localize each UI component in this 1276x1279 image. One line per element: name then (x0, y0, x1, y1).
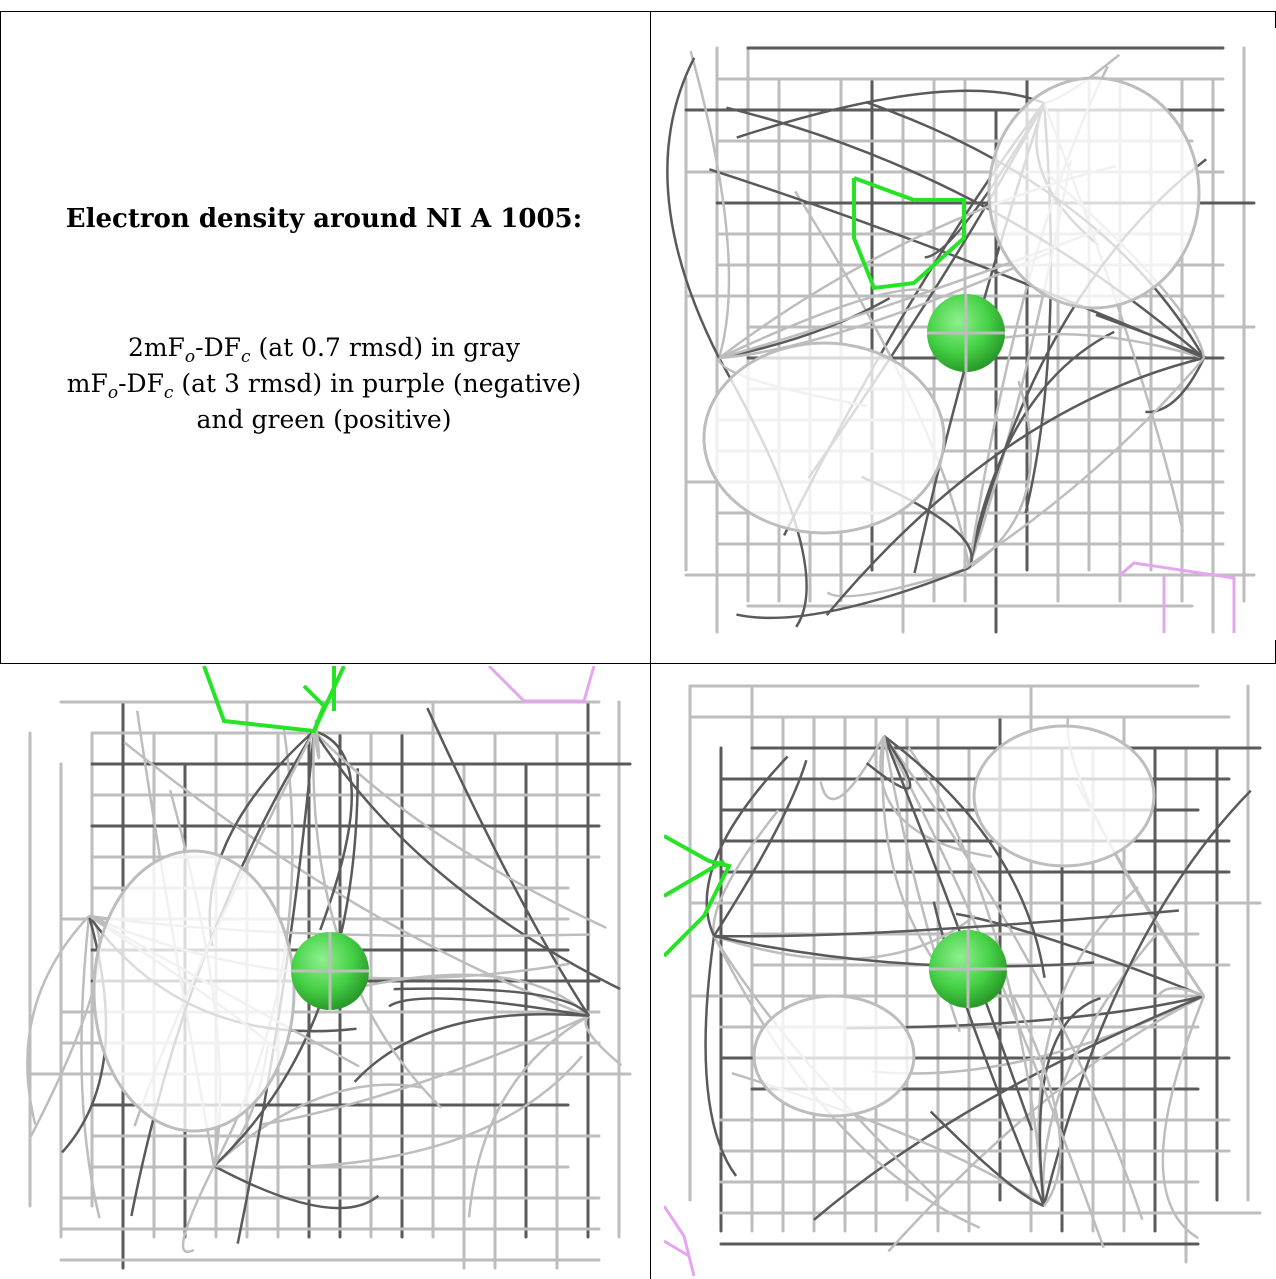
caption-line-colors: and green (positive) (196, 405, 452, 434)
contour-strand (712, 809, 780, 937)
table-center-border (650, 11, 651, 1279)
contour-strand (353, 1013, 590, 1083)
negative-difference-density (664, 1205, 696, 1276)
contour-strand (29, 915, 101, 1137)
contour-strand (709, 168, 1205, 360)
contour-strand (666, 57, 721, 359)
contour-strand (1038, 997, 1101, 1207)
contour-strand (1042, 789, 1252, 1207)
contour-strand (712, 935, 981, 1229)
contour-strand (213, 1083, 423, 1167)
contour-strand (1095, 313, 1207, 360)
negative-difference-density (1118, 561, 1236, 633)
caption-description: 2mFo-DFc (at 0.7 rmsd) in gray mFo-DFc (… (14, 330, 634, 438)
contour-strand (726, 106, 1205, 359)
contour-strand (689, 50, 731, 359)
contour-strand (393, 987, 591, 1017)
contour-strand (967, 330, 1115, 569)
contour-strand (955, 912, 1205, 998)
density-mesh-bottom-left (26, 666, 632, 1270)
density-mesh-bottom-right (664, 684, 1262, 1276)
caption-line-fofc: mFo-DFc (at 3 rmsd) in purple (negative) (66, 369, 582, 403)
contour-strand (718, 288, 932, 360)
contour-strand (907, 746, 1046, 1207)
caption-title: Electron density around NI A 1005: (65, 204, 583, 234)
positive-difference-density (202, 666, 346, 734)
contour-strand (825, 356, 1205, 616)
density-void (987, 76, 1201, 310)
contour-strand (718, 297, 891, 360)
contour-strand (312, 730, 621, 991)
contour-strand (1161, 995, 1206, 1240)
contour-strand (1145, 357, 1206, 414)
contour-strand (962, 357, 1205, 570)
density-void (702, 341, 946, 535)
density-void (752, 994, 916, 1118)
contour-strand (467, 1014, 590, 1218)
table-left-border (0, 11, 1, 663)
mesh-grid (666, 46, 1256, 634)
contour-strand (213, 1164, 380, 1210)
negative-difference-density (664, 1239, 690, 1258)
contour-strand (819, 735, 886, 801)
contour-strand (704, 935, 738, 1177)
contour-strand (970, 332, 1205, 360)
contour-strand (312, 719, 321, 760)
contour-strand (826, 566, 970, 598)
contour-strand (1155, 987, 1205, 999)
contour-strand (181, 1165, 216, 1253)
contour-strand (313, 730, 607, 930)
contour-strand (705, 755, 789, 937)
contour-strand (882, 735, 1034, 1131)
positive-difference-density (664, 859, 726, 898)
positive-difference-density (302, 684, 327, 732)
contour-strand (932, 901, 1046, 1207)
contour-strand (929, 1110, 1045, 1208)
caption-line-2fofc: 2mFo-DFc (at 0.7 rmsd) in gray (127, 333, 521, 367)
contour-strand (123, 741, 590, 1018)
contour-strand (388, 997, 590, 1018)
contour-strand (736, 89, 1045, 139)
contour-strand (80, 915, 101, 1219)
density-void (92, 849, 296, 1133)
contour-strand (584, 1015, 623, 1067)
contour-strand (213, 1055, 583, 1169)
density-void (972, 724, 1156, 868)
contour-strand (718, 251, 1050, 360)
contour-strand (713, 914, 976, 961)
negative-difference-density (487, 666, 596, 703)
contour-strand (712, 759, 808, 937)
contour-strand (883, 734, 1046, 979)
contour-strand (713, 909, 1179, 938)
positive-difference-density (852, 176, 966, 291)
contour-strand (865, 735, 912, 790)
table-top-border (0, 11, 1276, 12)
density-panel-bottom-right (664, 666, 1276, 1276)
contour-strand (313, 729, 353, 931)
contour-strand (813, 994, 1205, 1221)
contour-strand (26, 915, 90, 1125)
density-mesh-top-right (666, 46, 1256, 634)
contour-strand (882, 735, 1144, 1221)
density-panel-top-right (664, 28, 1276, 640)
caption-cell: Electron density around NI A 1005: 2mFo-… (14, 12, 634, 650)
positive-difference-density (664, 834, 732, 958)
mesh-grid (26, 700, 632, 1270)
contour-strand (426, 707, 591, 1017)
contour-strand (713, 934, 1095, 968)
density-panel-bottom-left (14, 666, 634, 1276)
table-middle-border (0, 663, 1276, 664)
